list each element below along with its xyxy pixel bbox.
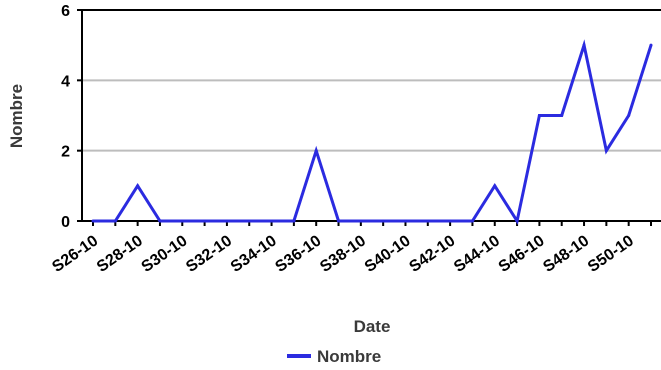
x-axis: S26-10S28-10S30-10S32-10S34-10S36-10S38-… bbox=[49, 220, 661, 276]
y-axis-title: Nombre bbox=[7, 84, 26, 148]
series-layer bbox=[91, 39, 653, 225]
x-tick-label: S46-10 bbox=[496, 232, 548, 276]
x-tick-label: S36-10 bbox=[272, 232, 324, 276]
data-point bbox=[604, 149, 608, 153]
data-point bbox=[515, 219, 519, 223]
data-point bbox=[560, 114, 564, 117]
data-point bbox=[381, 219, 385, 223]
x-axis-title: Date bbox=[354, 317, 391, 336]
y-axis: 0 2 4 6 bbox=[61, 3, 661, 231]
x-tick-label: S40-10 bbox=[362, 232, 414, 276]
series-line bbox=[93, 39, 653, 225]
data-point bbox=[247, 219, 251, 223]
data-point bbox=[292, 219, 296, 223]
y-tick-label: 6 bbox=[61, 3, 70, 20]
data-point bbox=[225, 219, 229, 223]
y-tick-label: 2 bbox=[61, 144, 70, 161]
data-point bbox=[582, 43, 586, 47]
data-point bbox=[337, 219, 341, 223]
gridlines bbox=[82, 79, 661, 152]
y-tick-label: 0 bbox=[61, 214, 70, 231]
x-tick-label: S30-10 bbox=[139, 232, 191, 276]
data-point bbox=[627, 114, 631, 117]
data-point bbox=[136, 184, 140, 188]
data-point bbox=[470, 219, 474, 223]
x-tick-label: S26-10 bbox=[49, 232, 101, 276]
x-tick-label: S38-10 bbox=[317, 232, 369, 276]
data-point bbox=[448, 219, 452, 223]
legend: Nombre bbox=[287, 347, 381, 366]
data-point bbox=[314, 149, 318, 153]
data-point bbox=[158, 219, 162, 223]
x-tick-label: S44-10 bbox=[451, 232, 503, 276]
data-point bbox=[537, 114, 541, 117]
data-point bbox=[203, 219, 207, 223]
y-tick-label: 4 bbox=[61, 73, 70, 90]
data-point bbox=[359, 219, 363, 223]
x-tick-label: S50-10 bbox=[585, 232, 637, 276]
data-point bbox=[113, 219, 117, 223]
legend-label: Nombre bbox=[317, 347, 381, 366]
x-tick-label: S32-10 bbox=[183, 232, 235, 276]
data-point bbox=[493, 184, 497, 188]
x-tick-label: S34-10 bbox=[228, 232, 280, 276]
x-tick-label: S48-10 bbox=[540, 232, 592, 276]
x-tick-label: S42-10 bbox=[406, 232, 458, 276]
data-point bbox=[426, 219, 430, 223]
x-tick-label: S28-10 bbox=[94, 232, 146, 276]
data-point bbox=[649, 43, 653, 47]
data-point bbox=[270, 219, 274, 223]
data-point bbox=[91, 219, 95, 223]
data-point bbox=[403, 219, 407, 223]
data-point bbox=[180, 219, 184, 223]
